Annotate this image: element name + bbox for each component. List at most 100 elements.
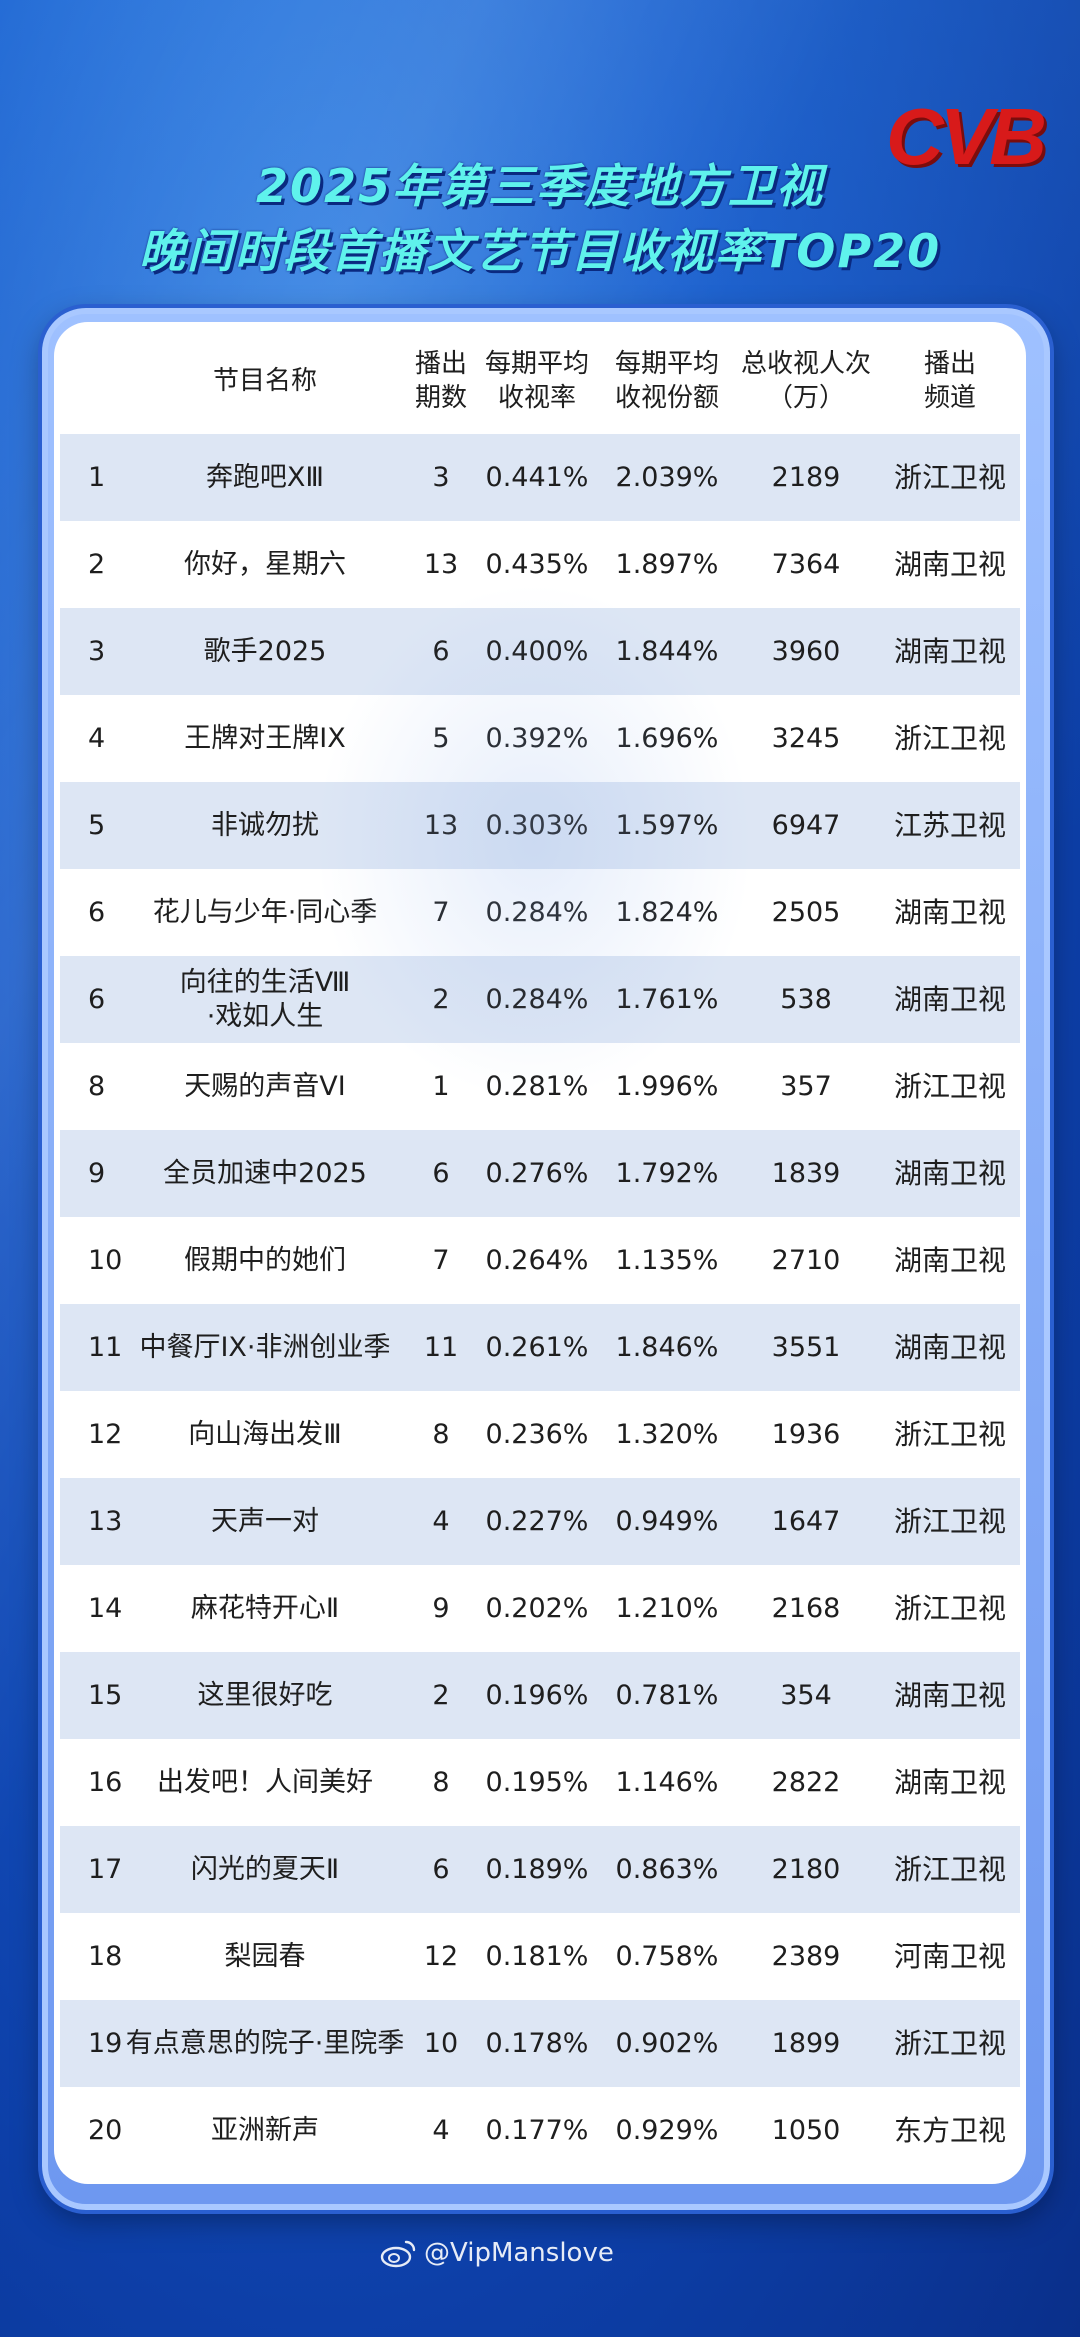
cell-episodes: 3 [410, 434, 472, 521]
table-row: 6 向往的生活Ⅷ ·戏如人生 2 0.284% 1.761% 538 湖南卫视 [60, 956, 1020, 1043]
cell-rank: 10 [60, 1217, 122, 1304]
cell-episodes: 4 [410, 1478, 472, 1565]
cell-program-name: 麻花特开心Ⅱ [120, 1565, 410, 1652]
cell-episodes: 4 [410, 2087, 472, 2174]
cell-avg-share: 1.996% [602, 1043, 732, 1130]
cell-program-name: 闪光的夏天Ⅱ [120, 1826, 410, 1913]
cell-program-name: 王牌对王牌IX [120, 695, 410, 782]
cell-rank: 4 [60, 695, 120, 782]
header-program-name: 节目名称 [212, 366, 317, 396]
cell-episodes: 7 [410, 869, 472, 956]
cell-program-name: 假期中的她们 [120, 1217, 410, 1304]
table-row: 18 梨园春 12 0.181% 0.758% 2389 河南卫视 [60, 1913, 1020, 2000]
cell-program-name: 花儿与少年·同心季 [120, 869, 410, 956]
cell-program-name: 非诚勿扰 [120, 782, 410, 869]
table-row: 8 天赐的声音VI 1 0.281% 1.996% 357 浙江卫视 [60, 1043, 1020, 1130]
cell-avg-rating: 0.392% [472, 695, 602, 782]
cell-rank: 8 [60, 1043, 120, 1130]
cell-channel: 湖南卫视 [880, 1217, 1020, 1304]
cell-avg-share: 0.758% [602, 1913, 732, 2000]
cell-program-name: 全员加速中2025 [120, 1130, 410, 1217]
cell-episodes: 8 [410, 1739, 472, 1826]
cell-rank: 13 [60, 1478, 122, 1565]
cell-avg-rating: 0.303% [472, 782, 602, 869]
cell-rank: 5 [60, 782, 120, 869]
cell-total-viewers: 2189 [732, 434, 880, 521]
page-title-line2: 晚间时段首播文艺节目收视率TOP20 [138, 224, 942, 278]
header-total-viewers: 总收视人次 （万） [740, 349, 871, 413]
cell-channel: 湖南卫视 [880, 1652, 1020, 1739]
cell-avg-share: 1.846% [602, 1304, 732, 1391]
cell-avg-share: 0.781% [602, 1652, 732, 1739]
cell-rank: 1 [60, 434, 120, 521]
table-row: 3 歌手2025 6 0.400% 1.844% 3960 湖南卫视 [60, 608, 1020, 695]
cell-total-viewers: 3551 [732, 1304, 880, 1391]
cell-total-viewers: 1647 [732, 1478, 880, 1565]
watermark-text: @VipManslove [424, 2238, 614, 2268]
cell-channel: 湖南卫视 [880, 1739, 1020, 1826]
cell-avg-share: 0.863% [602, 1826, 732, 1913]
cell-channel: 东方卫视 [880, 2087, 1020, 2174]
header-avg-rating: 每期平均 收视率 [484, 349, 589, 413]
table-row: 1 奔跑吧XⅢ 3 0.441% 2.039% 2189 浙江卫视 [60, 434, 1020, 521]
cell-avg-rating: 0.195% [472, 1739, 602, 1826]
cell-avg-share: 2.039% [602, 434, 732, 521]
cell-avg-rating: 0.227% [472, 1478, 602, 1565]
table-row: 6 花儿与少年·同心季 7 0.284% 1.824% 2505 湖南卫视 [60, 869, 1020, 956]
cell-avg-rating: 0.178% [472, 2000, 602, 2087]
page-title-line1: 2025年第三季度地方卫视 [255, 159, 825, 213]
cell-total-viewers: 2168 [732, 1565, 880, 1652]
cell-channel: 浙江卫视 [880, 695, 1020, 782]
cell-total-viewers: 3960 [732, 608, 880, 695]
cell-episodes: 2 [410, 956, 472, 1043]
cell-total-viewers: 1936 [732, 1391, 880, 1478]
cell-program-name: 歌手2025 [120, 608, 410, 695]
header-avg-share: 每期平均 收视份额 [614, 349, 719, 413]
cell-total-viewers: 357 [732, 1043, 880, 1130]
cell-channel: 浙江卫视 [880, 1391, 1020, 1478]
cell-total-viewers: 1050 [732, 2087, 880, 2174]
weibo-icon [380, 2240, 416, 2268]
cell-program-name: 向往的生活Ⅷ ·戏如人生 [120, 956, 410, 1043]
cell-channel: 河南卫视 [880, 1913, 1020, 2000]
cell-total-viewers: 1899 [732, 2000, 880, 2087]
table-row: 20 亚洲新声 4 0.177% 0.929% 1050 东方卫视 [60, 2087, 1020, 2174]
cell-rank: 20 [60, 2087, 122, 2174]
cell-avg-rating: 0.441% [472, 434, 602, 521]
cell-avg-rating: 0.264% [472, 1217, 602, 1304]
cell-avg-share: 1.696% [602, 695, 732, 782]
cell-channel: 浙江卫视 [880, 1478, 1020, 1565]
cell-rank: 19 [60, 2000, 122, 2087]
cell-avg-share: 1.146% [602, 1739, 732, 1826]
header-episodes: 播出 期数 [414, 349, 467, 413]
cell-avg-rating: 0.284% [472, 956, 602, 1043]
cell-avg-share: 1.210% [602, 1565, 732, 1652]
cell-channel: 江苏卫视 [880, 782, 1020, 869]
cell-program-name: 向山海出发Ⅲ [120, 1391, 410, 1478]
cell-episodes: 11 [410, 1304, 472, 1391]
table-row: 14 麻花特开心Ⅱ 9 0.202% 1.210% 2168 浙江卫视 [60, 1565, 1020, 1652]
cell-avg-rating: 0.181% [472, 1913, 602, 2000]
table-row: 13 天声一对 4 0.227% 0.949% 1647 浙江卫视 [60, 1478, 1020, 1565]
cell-total-viewers: 2180 [732, 1826, 880, 1913]
cell-total-viewers: 6947 [732, 782, 880, 869]
cell-episodes: 13 [410, 782, 472, 869]
cvb-logo: CVB [886, 92, 1047, 181]
cell-avg-rating: 0.400% [472, 608, 602, 695]
cell-channel: 浙江卫视 [880, 1826, 1020, 1913]
header-rank [60, 328, 120, 434]
table-body: 1 奔跑吧XⅢ 3 0.441% 2.039% 2189 浙江卫视 2 你好，星期六 13 0.43… [60, 434, 1020, 2174]
cell-total-viewers: 2505 [732, 869, 880, 956]
cell-avg-share: 0.902% [602, 2000, 732, 2087]
cell-rank: 15 [60, 1652, 122, 1739]
cell-avg-share: 1.844% [602, 608, 732, 695]
cell-avg-share: 1.135% [602, 1217, 732, 1304]
table-row: 11 中餐厅IX·非洲创业季 11 0.261% 1.846% 3551 湖南卫视 [60, 1304, 1020, 1391]
cell-episodes: 6 [410, 1826, 472, 1913]
header-channel: 播出 频道 [923, 349, 976, 413]
cell-episodes: 5 [410, 695, 472, 782]
cell-rank: 17 [60, 1826, 122, 1913]
cell-channel: 浙江卫视 [880, 2000, 1020, 2087]
cell-channel: 浙江卫视 [880, 434, 1020, 521]
cell-avg-share: 0.929% [602, 2087, 732, 2174]
